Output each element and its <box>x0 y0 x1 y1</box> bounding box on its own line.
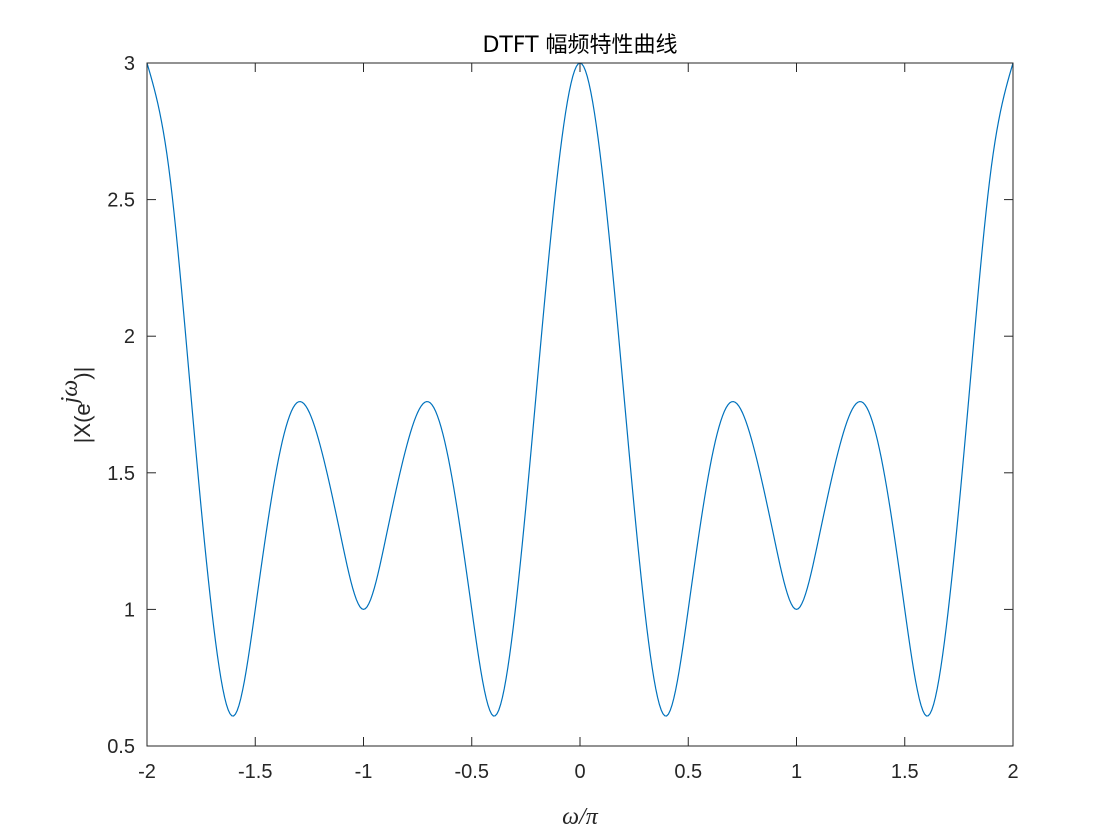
x-axis-label: ω/π <box>562 804 599 830</box>
y-tick-label: 1 <box>124 599 135 621</box>
y-axis-label-prefix: |X(e <box>70 403 95 443</box>
y-tick-label: 2 <box>124 326 135 348</box>
x-ticks: -2 -1.5 -1 -0.5 0 0.5 1 1.5 2 <box>138 63 1019 783</box>
y-axis-label: |X(ejω)| <box>57 367 95 444</box>
y-tick-label: 1.5 <box>107 463 135 485</box>
y-ticks: 0.5 1 1.5 2 2.5 3 <box>107 53 1013 758</box>
y-tick-label: 0.5 <box>107 736 135 758</box>
x-tick-label: -2 <box>138 761 156 783</box>
y-tick-label: 3 <box>124 53 135 75</box>
x-tick-label: -1.5 <box>238 761 272 783</box>
y-axis-label-superscript: jω <box>57 380 83 407</box>
x-tick-label: -1 <box>355 761 373 783</box>
x-tick-label: -0.5 <box>455 761 489 783</box>
x-tick-label: 0 <box>574 761 585 783</box>
x-tick-label: 1.5 <box>891 761 919 783</box>
x-tick-label: 0.5 <box>674 761 702 783</box>
chart-title: DTFT 幅频特性曲线 <box>482 33 677 58</box>
plot-area <box>147 63 1013 746</box>
x-tick-label: 1 <box>791 761 802 783</box>
y-axis-label-suffix: )| <box>70 367 95 380</box>
y-tick-label: 2.5 <box>107 190 135 212</box>
x-tick-label: 2 <box>1007 761 1018 783</box>
